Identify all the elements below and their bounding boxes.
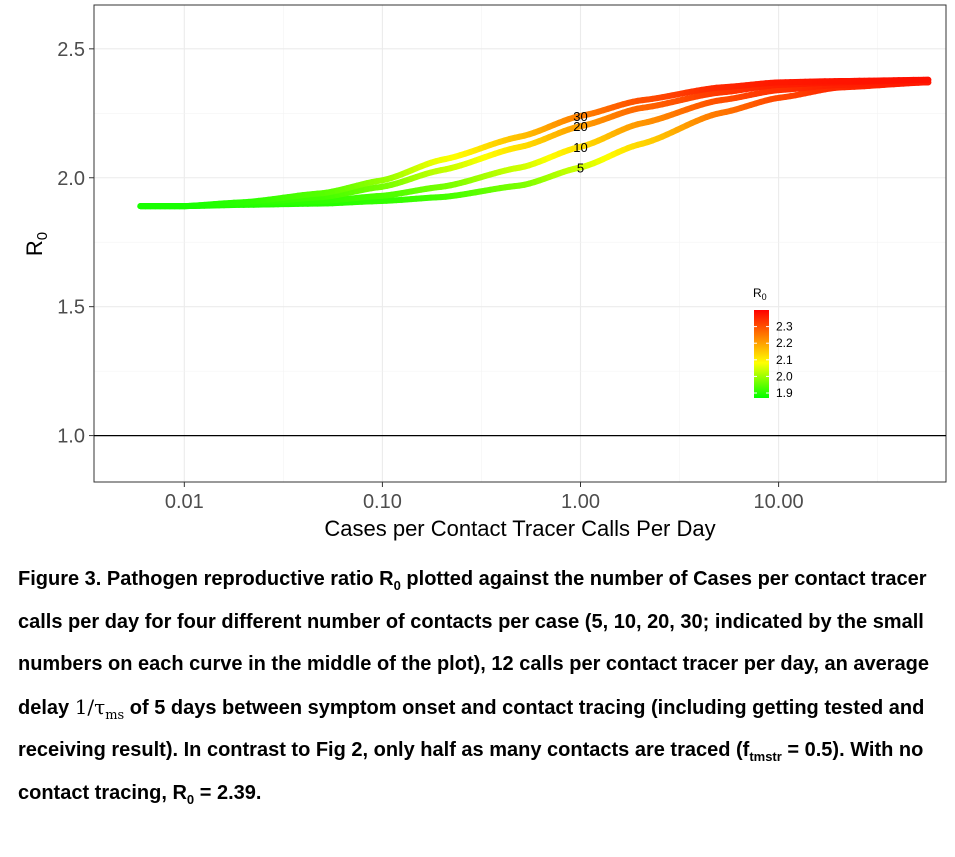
legend-tick-label: 2.2: [776, 336, 793, 350]
caption-part: Figure 3. Pathogen reproductive ratio R: [18, 568, 394, 590]
caption-part: plotted against the number of Cases per …: [18, 568, 930, 719]
x-tick-label: 0.10: [363, 491, 402, 513]
legend-ticks: 2.3 2.2 2.1 2.0 1.9: [754, 320, 793, 400]
caption-subscript: 0: [393, 578, 401, 593]
curve-label-20: 20: [573, 119, 587, 134]
y-axis-title: R0: [22, 232, 51, 256]
series-20: [137, 76, 932, 210]
caption-tau: 1/τ: [74, 694, 106, 719]
caption-subscript: 0: [186, 791, 195, 807]
curve-label-30: 30: [573, 109, 587, 124]
y-tick-label: 2.5: [57, 39, 85, 61]
y-tick-label: 1.0: [57, 426, 85, 448]
legend-tick-label: 1.9: [776, 386, 793, 400]
series-30: [137, 76, 932, 210]
figure-caption: Figure 3. Pathogen reproductive ratio R0…: [18, 558, 943, 814]
curve-label-10: 10: [573, 140, 587, 155]
x-axis-title: Cases per Contact Tracer Calls Per Day: [324, 516, 715, 541]
x-axis-ticks: 0.01 0.10 1.00 10.00: [165, 482, 804, 513]
y-tick-label: 2.0: [57, 168, 85, 190]
legend-tick-label: 2.1: [776, 353, 793, 367]
legend-title: R0: [753, 286, 767, 302]
x-tick-label: 10.00: [754, 491, 804, 513]
caption-part: = 0.5). With no contact tracing, R: [18, 739, 924, 804]
x-tick-label: 1.00: [561, 491, 600, 513]
series-curves: [137, 76, 932, 210]
grid: [94, 5, 946, 482]
y-tick-label: 1.5: [57, 297, 85, 319]
caption-subscript: ms: [105, 707, 125, 723]
legend-colorbar: [754, 310, 769, 398]
caption-part: = 2.39.: [194, 781, 262, 804]
x-tick-label: 0.01: [165, 491, 204, 513]
legend-tick-label: 2.0: [776, 369, 793, 383]
y-axis-ticks: 1.0 1.5 2.0 2.5: [57, 39, 94, 448]
legend-tick-label: 2.3: [776, 320, 793, 334]
legend: R0 2.3 2.2 2.1 2.0 1.9: [753, 286, 793, 400]
curve-label-5: 5: [577, 160, 584, 175]
plot-panel: [93, 4, 947, 483]
caption-part: of 5 days between symptom onset and cont…: [18, 696, 925, 762]
caption-subscript: tmstr: [749, 749, 782, 764]
